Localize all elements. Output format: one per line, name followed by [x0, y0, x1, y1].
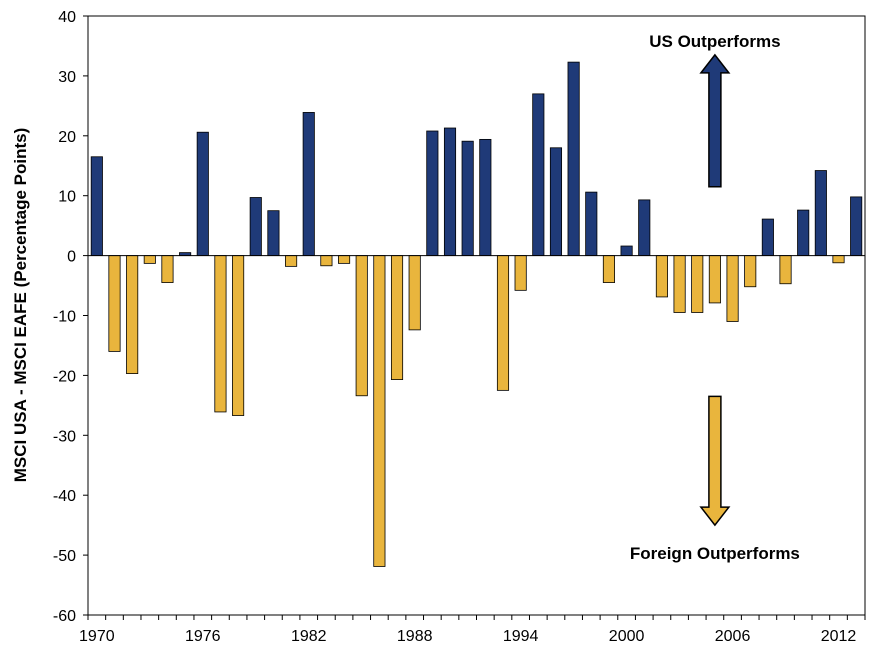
bar-1972 [126, 255, 139, 375]
bar-2011 [814, 170, 827, 256]
y-tick-label: 30 [58, 69, 76, 86]
bar-1989 [426, 130, 439, 256]
bar-1998 [585, 191, 598, 257]
x-tick-label: 1982 [291, 628, 327, 645]
bar-1992 [479, 138, 492, 256]
y-tick-label: 0 [67, 249, 76, 266]
x-tick-label: 1994 [503, 628, 539, 645]
bar-1986 [373, 255, 386, 567]
bar-1973 [143, 255, 156, 264]
bar-1988 [408, 255, 421, 331]
bar-1985 [355, 255, 368, 397]
bar-1993 [496, 255, 510, 391]
bar-2007 [744, 255, 757, 288]
y-tick-label: -10 [53, 309, 76, 326]
y-tick-label: -30 [53, 428, 76, 445]
bar-1980 [267, 210, 280, 257]
y-tick-label: -20 [53, 368, 76, 385]
us-outperforms-arrow [699, 53, 731, 188]
bar-1995 [532, 93, 545, 256]
bar-2002 [655, 255, 668, 298]
x-tick-label: 1970 [79, 628, 115, 645]
bar-1981 [285, 255, 298, 267]
bar-2006 [726, 255, 739, 322]
bar-1983 [320, 255, 333, 267]
bar-2013 [850, 196, 863, 256]
bar-1982 [302, 112, 315, 257]
bar-1974 [161, 255, 174, 283]
y-tick-label: -50 [53, 548, 76, 565]
x-tick-label: 1976 [185, 628, 221, 645]
bar-2012 [832, 255, 845, 264]
x-tick-label: 1988 [397, 628, 433, 645]
bar-2001 [638, 199, 651, 256]
bar-1971 [108, 255, 121, 352]
bar-2010 [797, 209, 810, 257]
bar-1999 [602, 255, 615, 283]
x-tick-label: 2006 [715, 628, 751, 645]
x-tick-label: 2012 [821, 628, 857, 645]
y-axis-label: MSCI USA - MSCI EAFE (Percentage Points) [11, 128, 30, 483]
bar-1987 [390, 255, 404, 380]
y-tick-label: -60 [53, 608, 76, 625]
bar-2008 [761, 218, 774, 256]
bar-1977 [214, 255, 227, 413]
x-tick-label: 2000 [609, 628, 645, 645]
bar-2009 [779, 255, 792, 285]
y-tick-label: -40 [53, 488, 76, 505]
bar-1996 [549, 147, 563, 256]
plot-frame [87, 15, 866, 616]
bar-1990 [443, 127, 457, 256]
bar-1976 [196, 131, 209, 257]
bar-2004 [691, 255, 704, 313]
bar-1970 [90, 156, 103, 256]
bar-2003 [673, 255, 686, 313]
bar-1994 [514, 255, 527, 291]
bar-1979 [249, 197, 262, 256]
bar-1991 [461, 140, 474, 257]
y-tick-label: 10 [58, 189, 76, 206]
bar-1978 [232, 255, 245, 416]
us-outperforms-label: US Outperforms [649, 32, 780, 51]
y-tick-label: 20 [58, 129, 76, 146]
foreign-outperforms-arrow [699, 395, 731, 527]
y-tick-label: 40 [58, 9, 76, 26]
bar-1984 [338, 255, 351, 264]
bar-2005 [708, 255, 721, 304]
foreign-outperforms-label: Foreign Outperforms [630, 544, 800, 563]
bar-2000 [620, 245, 633, 257]
bar-1997 [567, 61, 580, 256]
